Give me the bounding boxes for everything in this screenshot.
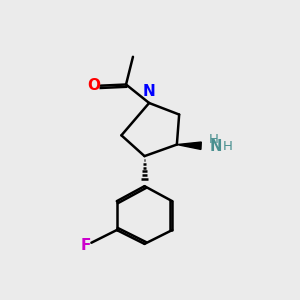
Text: H: H (223, 140, 232, 153)
Text: F: F (80, 238, 91, 253)
Polygon shape (177, 142, 201, 149)
Text: O: O (88, 78, 101, 93)
Text: N: N (209, 140, 222, 154)
Text: N: N (143, 84, 155, 99)
Text: H: H (209, 133, 219, 146)
